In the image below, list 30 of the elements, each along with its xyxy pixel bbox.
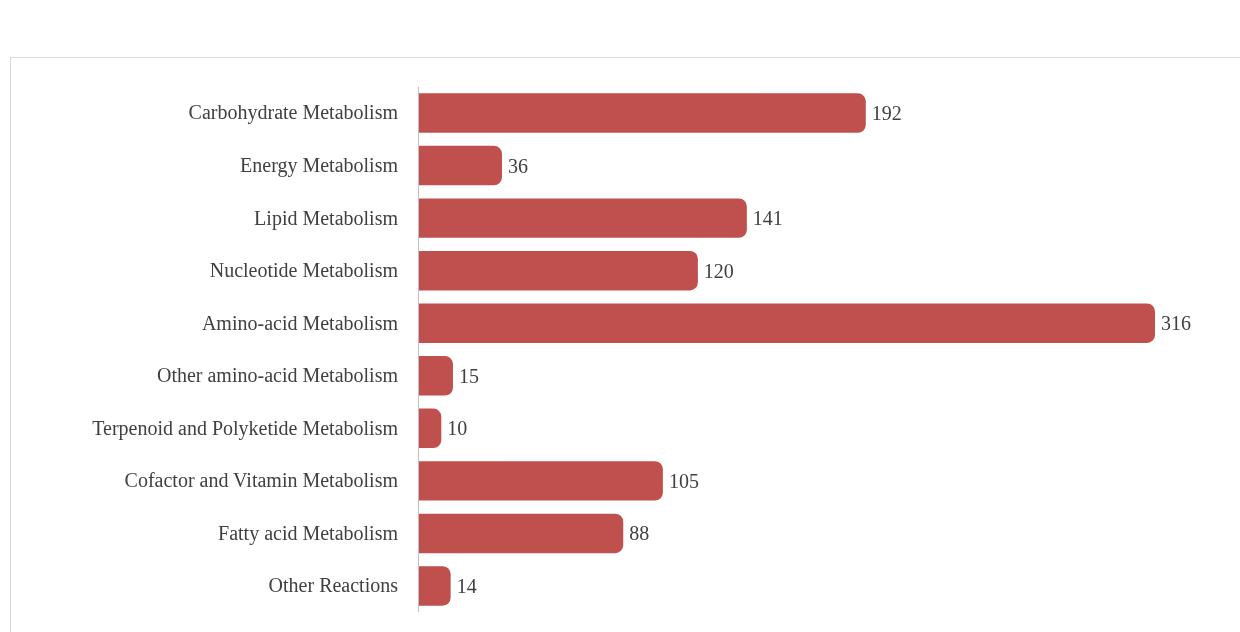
data-label: 15 <box>458 364 479 387</box>
data-label: 36 <box>507 154 528 177</box>
y-tick-label: Other amino-acid Metabolism <box>156 364 399 387</box>
y-tick-label: Fatty acid Metabolism <box>218 521 399 545</box>
y-tick-label: Other Reactions <box>268 574 399 597</box>
data-label: 14 <box>456 574 477 597</box>
data-label: 10 <box>447 417 468 440</box>
y-tick-label: Carbohydrate Metabolism <box>188 101 399 125</box>
bar <box>418 145 502 186</box>
bar <box>418 566 451 606</box>
bar <box>418 93 866 133</box>
bar <box>418 461 663 501</box>
data-label: 105 <box>668 469 699 492</box>
bar <box>418 198 747 238</box>
bar <box>418 408 442 449</box>
data-label: 120 <box>703 259 734 282</box>
data-label: 141 <box>752 207 783 230</box>
bar <box>418 303 1155 343</box>
bar <box>418 513 624 554</box>
bar <box>418 250 698 291</box>
y-tick-label: Nucleotide Metabolism <box>209 259 399 282</box>
bar <box>418 356 453 396</box>
y-tick-label: Energy Metabolism <box>240 153 399 177</box>
y-tick-label: Amino-acid Metabolism <box>201 311 399 334</box>
y-tick-label: Lipid Metabolism <box>254 206 399 230</box>
data-label: 316 <box>1161 312 1191 335</box>
data-label: 88 <box>629 522 650 545</box>
y-tick-label: Cofactor and Vitamin Metabolism <box>124 469 399 492</box>
data-label: 192 <box>871 102 902 125</box>
y-tick-label: Terpenoid and Polyketide Metabolism <box>92 416 399 440</box>
